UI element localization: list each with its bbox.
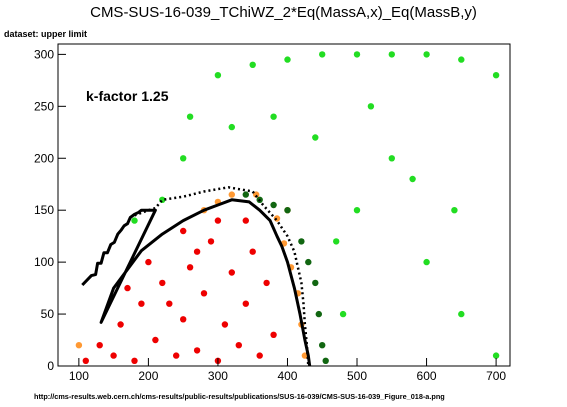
data-point-s0-0 (82, 357, 90, 364)
data-point-s3-8 (319, 342, 326, 349)
data-point-s0-5 (138, 300, 145, 307)
x-tick-label-1: 200 (138, 369, 158, 383)
x-tick-label-5: 600 (417, 369, 437, 383)
data-point-s2-9 (388, 51, 395, 58)
y-tick-label-6: 300 (34, 47, 54, 61)
data-point-s2-14 (388, 155, 395, 162)
data-point-s2-25 (333, 238, 340, 245)
y-tick-label-5: 250 (34, 99, 54, 113)
x-tick-label-0: 100 (69, 369, 89, 383)
data-point-s3-6 (312, 279, 319, 287)
data-point-s0-2 (110, 352, 117, 359)
data-point-s0-21 (263, 279, 270, 287)
data-point-s2-20 (409, 175, 416, 183)
data-point-s0-6 (152, 336, 159, 344)
data-point-s2-22 (312, 134, 319, 141)
scatter-points (75, 51, 500, 364)
data-point-s0-29 (193, 248, 201, 255)
data-point-s0-28 (242, 217, 249, 224)
data-point-s2-4 (214, 72, 222, 79)
data-point-s2-5 (249, 61, 256, 68)
data-point-s2-19 (367, 103, 375, 110)
data-point-s1-2 (228, 191, 235, 198)
data-point-s2-3 (186, 113, 194, 120)
data-point-s0-16 (228, 269, 235, 276)
data-point-s3-4 (298, 238, 305, 245)
data-point-s0-12 (200, 290, 208, 297)
data-point-s0-8 (173, 352, 180, 359)
data-point-s2-12 (492, 72, 500, 79)
y-tick-label-0: 0 (47, 359, 54, 373)
data-point-s3-5 (305, 258, 312, 266)
data-point-s0-19 (249, 248, 256, 255)
kfactor-annotation: k-factor 1.25 (86, 88, 169, 104)
data-point-s0-1 (96, 342, 103, 349)
x-tick-label-2: 300 (208, 369, 228, 383)
data-point-s2-16 (458, 310, 465, 318)
data-point-s0-22 (270, 331, 277, 338)
data-point-s0-18 (242, 300, 249, 307)
data-point-s1-11 (75, 342, 83, 349)
data-point-s0-27 (214, 217, 222, 224)
data-point-s0-13 (207, 238, 215, 245)
data-point-s3-0 (242, 191, 249, 198)
data-point-s0-24 (145, 258, 152, 266)
data-point-s2-10 (423, 51, 430, 58)
data-point-s2-21 (451, 207, 458, 214)
data-point-s2-13 (353, 207, 361, 214)
data-point-s2-24 (228, 123, 235, 131)
x-tick-label-4: 500 (347, 369, 367, 383)
data-point-s2-15 (423, 258, 430, 266)
data-point-s3-9 (322, 357, 329, 364)
y-tick-label-1: 50 (41, 307, 55, 321)
data-point-s0-26 (166, 300, 173, 307)
data-point-s0-11 (193, 347, 201, 354)
data-point-s0-9 (180, 316, 187, 323)
contour-line-solid-0 (81, 198, 312, 367)
data-point-s3-3 (284, 207, 291, 214)
data-point-s0-17 (235, 342, 242, 349)
data-point-s2-6 (284, 56, 291, 63)
x-tick-label-6: 700 (486, 369, 506, 383)
data-point-s0-7 (159, 279, 166, 287)
data-point-s1-4 (273, 215, 281, 222)
axes: 100 200 300 400 500 600 700 0 50 100 150 200 250 300 (34, 47, 506, 383)
source-url: http://cms-results.web.cern.ch/cms-resul… (34, 392, 445, 401)
data-point-s0-23 (180, 227, 187, 235)
data-point-s0-15 (221, 321, 229, 328)
data-point-s0-25 (124, 284, 131, 292)
data-point-s2-0 (131, 217, 138, 224)
data-point-s3-7 (315, 310, 322, 318)
data-point-s2-23 (270, 113, 277, 120)
contour-line-dotted-1 (134, 186, 310, 367)
chart-title: CMS-SUS-16-039_TChiWZ_2*Eq(MassA,x)_Eq(M… (90, 4, 477, 21)
data-point-s0-10 (186, 264, 194, 271)
x-tick-label-3: 400 (277, 369, 297, 383)
y-tick-label-3: 150 (34, 203, 54, 217)
data-point-s3-2 (270, 201, 277, 209)
plot-frame (57, 43, 511, 367)
y-tick-label-2: 100 (34, 255, 54, 269)
data-point-s2-17 (492, 352, 500, 359)
data-point-s2-11 (458, 56, 465, 63)
data-point-s0-3 (117, 321, 124, 328)
data-point-s0-20 (256, 352, 263, 359)
data-point-s2-7 (319, 51, 326, 58)
dataset-label: dataset: upper limit (4, 29, 88, 39)
data-point-s2-8 (353, 51, 361, 58)
data-point-s0-4 (131, 357, 138, 364)
data-point-s2-18 (339, 310, 347, 318)
contour-lines (81, 186, 312, 367)
data-point-s2-2 (180, 155, 187, 162)
y-tick-label-4: 200 (34, 151, 54, 165)
